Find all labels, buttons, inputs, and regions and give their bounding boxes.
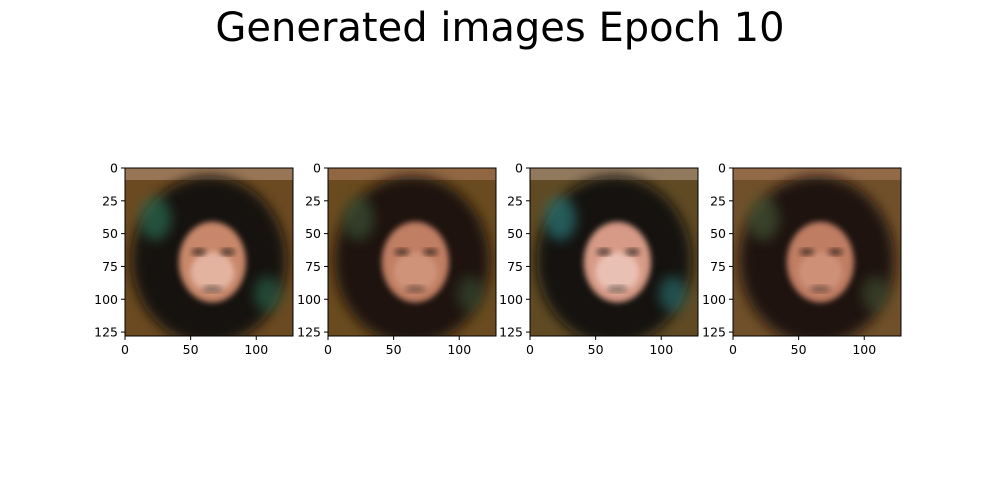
generated-face-image xyxy=(328,168,496,336)
image-frame xyxy=(327,167,497,337)
generated-face-image xyxy=(733,168,901,336)
y-tick-label: 125 xyxy=(499,325,523,340)
y-tick-label: 75 xyxy=(305,259,321,274)
image-panel-3: 0 50 100 0 25 50 75 100 125 xyxy=(499,161,699,357)
figure-title: Generated images Epoch 10 xyxy=(215,5,785,51)
y-tick-label: 25 xyxy=(507,193,523,208)
y-tick-label: 50 xyxy=(710,226,726,241)
image-panel-2: 0 50 100 0 25 50 75 100 125 xyxy=(297,161,497,357)
y-tick-label: 0 xyxy=(110,161,118,176)
y-tick-label: 125 xyxy=(297,325,321,340)
x-tick-label: 100 xyxy=(852,342,876,357)
y-tick-label: 125 xyxy=(702,325,726,340)
image-frame xyxy=(529,167,699,337)
y-tick-label: 0 xyxy=(718,161,726,176)
y-tick-label: 50 xyxy=(305,226,321,241)
x-tick-label: 100 xyxy=(447,342,471,357)
generated-face-image xyxy=(530,168,698,336)
image-panel-4: 0 50 100 0 25 50 75 100 125 xyxy=(702,161,902,357)
y-tick-label: 100 xyxy=(702,292,726,307)
y-tick-label: 25 xyxy=(710,193,726,208)
y-tick-label: 75 xyxy=(710,259,726,274)
x-tick-label: 50 xyxy=(183,342,199,357)
y-tick-label: 75 xyxy=(507,259,523,274)
y-tick-label: 0 xyxy=(515,161,523,176)
y-tick-label: 100 xyxy=(297,292,321,307)
image-frame xyxy=(732,167,902,337)
generated-face-image xyxy=(125,168,293,336)
y-tick-label: 50 xyxy=(102,226,118,241)
y-tick-label: 0 xyxy=(313,161,321,176)
x-tick-label: 0 xyxy=(729,342,737,357)
x-tick-label: 0 xyxy=(121,342,129,357)
y-tick-label: 50 xyxy=(507,226,523,241)
x-tick-label: 50 xyxy=(791,342,807,357)
y-tick-label: 100 xyxy=(499,292,523,307)
y-tick-label: 25 xyxy=(102,193,118,208)
x-tick-label: 0 xyxy=(526,342,534,357)
y-tick-label: 100 xyxy=(94,292,118,307)
image-panel-1: 0 50 100 0 25 50 75 100 125 xyxy=(94,161,294,357)
x-tick-label: 0 xyxy=(324,342,332,357)
y-tick-label: 125 xyxy=(94,325,118,340)
x-tick-label: 100 xyxy=(244,342,268,357)
x-tick-label: 100 xyxy=(649,342,673,357)
y-tick-label: 75 xyxy=(102,259,118,274)
y-tick-label: 25 xyxy=(305,193,321,208)
x-tick-label: 50 xyxy=(588,342,604,357)
image-frame xyxy=(124,167,294,337)
x-tick-label: 50 xyxy=(386,342,402,357)
